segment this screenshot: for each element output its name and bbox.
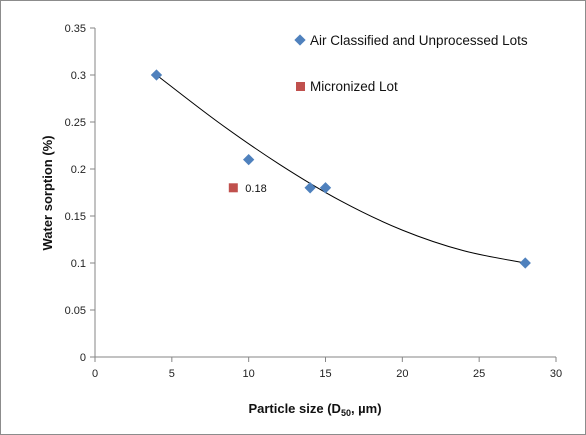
- x-axis-title: Particle size (D50, µm): [248, 401, 381, 418]
- x-tick-label: 10: [243, 368, 255, 380]
- y-tick-label: 0.2: [71, 164, 86, 176]
- y-tick-label: 0.15: [65, 211, 86, 223]
- legend: Air Classified and Unprocessed Lots Micr…: [294, 33, 528, 94]
- data-points: 0.18: [150, 69, 531, 269]
- data-label: 0.18: [245, 183, 266, 195]
- x-axis-title-tail: , µm): [351, 401, 382, 416]
- y-tick-label: 0.05: [65, 305, 86, 317]
- legend-marker-diamond: [294, 34, 306, 46]
- legend-marker-square: [296, 82, 305, 91]
- x-tick-label: 0: [92, 368, 98, 380]
- data-point-diamond: [150, 69, 163, 81]
- data-point-diamond: [319, 182, 332, 194]
- x-tick-group: 0 5 10 15 20 25 30: [92, 357, 562, 380]
- x-tick-label: 25: [473, 368, 485, 380]
- x-tick-label: 15: [319, 368, 331, 380]
- x-tick-label: 5: [169, 368, 175, 380]
- data-point-diamond: [519, 257, 531, 269]
- y-tick-label: 0.25: [65, 117, 86, 129]
- y-tick-group: 0 0.05 0.1 0.15 0.2 0.25 0.3 0.35: [65, 23, 95, 364]
- data-point-diamond: [243, 153, 255, 166]
- legend-label-air-classified: Air Classified and Unprocessed Lots: [310, 33, 528, 48]
- data-point-square: [228, 183, 238, 193]
- x-axis-title-subscript: 50: [341, 408, 351, 418]
- y-tick-label: 0.35: [65, 23, 86, 35]
- data-point-diamond: [304, 182, 316, 194]
- x-tick-label: 30: [550, 368, 562, 380]
- legend-label-micronized: Micronized Lot: [310, 79, 398, 94]
- trendline: [156, 74, 526, 264]
- y-axis-title: Water sorption (%): [40, 135, 55, 250]
- y-tick-label: 0.3: [71, 70, 86, 82]
- legend-item-micronized: Micronized Lot: [296, 79, 398, 94]
- y-tick-label: 0.1: [71, 258, 86, 270]
- x-axis-title-main: Particle size (D: [248, 401, 341, 416]
- legend-item-air-classified: Air Classified and Unprocessed Lots: [294, 33, 528, 48]
- x-tick-label: 20: [396, 368, 408, 380]
- y-tick-label: 0: [80, 352, 86, 364]
